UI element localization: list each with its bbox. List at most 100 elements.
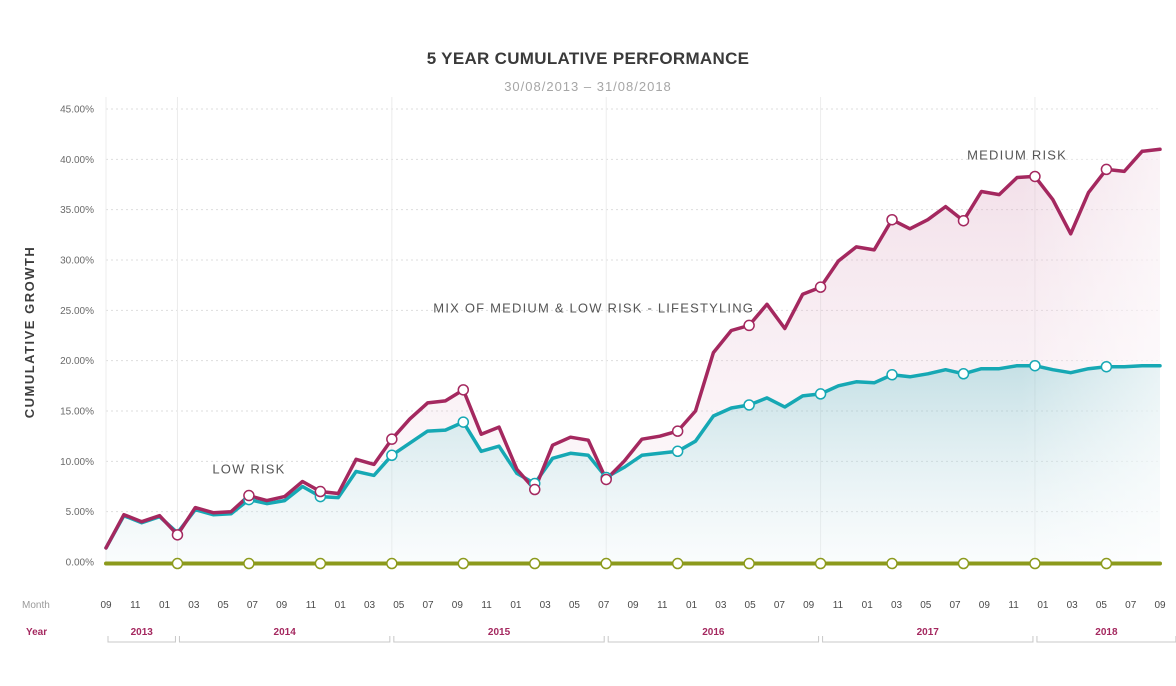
month-tick-label: 11 [481, 600, 492, 611]
marker-low-risk [671, 557, 684, 570]
month-tick-label: 09 [100, 600, 112, 611]
marker-low-risk [243, 557, 255, 570]
year-bracket [178, 636, 391, 643]
month-tick-label: 09 [803, 600, 815, 611]
month-tick-label: 11 [306, 600, 317, 611]
month-tick-label: 03 [364, 600, 376, 611]
marker-medium-risk [1029, 170, 1041, 183]
year-label: 2014 [274, 627, 297, 638]
month-tick-label: 03 [188, 600, 200, 611]
area-fade [1020, 109, 1160, 562]
month-tick-label: 01 [1037, 600, 1049, 611]
year-bracket [107, 636, 176, 643]
y-tick-label: 40.00% [60, 155, 94, 166]
month-tick-label: 01 [335, 600, 347, 611]
marker-medium-risk [886, 213, 898, 226]
month-tick-label: 09 [979, 600, 991, 611]
y-axis: 0.00% 5.00% 10.00% 15.00% 20.00% 25.00% 30.00%… [60, 105, 94, 569]
marker-low-risk [814, 557, 827, 570]
marker-mix-risk [886, 369, 898, 381]
y-tick-label: 30.00% [60, 256, 94, 267]
series-lines [104, 147, 1162, 566]
y-tick-label: 15.00% [60, 407, 94, 418]
area-medium-risk [106, 149, 1160, 548]
x-axis: 09 11 01 03 05 07 09 11 01 03 05 07 09 11 01 03 05 07 09 11… [100, 600, 1166, 611]
month-tick-label: 07 [422, 600, 434, 611]
marker-low-risk [600, 557, 612, 570]
marker-medium-risk [957, 214, 970, 227]
month-tick-label: 09 [276, 600, 288, 611]
month-row-label: Month [22, 600, 50, 611]
annotation-label: LOW RISK [212, 461, 285, 476]
marker-medium-risk [743, 319, 755, 332]
month-tick-label: 11 [833, 600, 844, 611]
marker-mix-risk [457, 416, 470, 428]
year-bracket [393, 636, 605, 643]
month-tick-label: 03 [715, 600, 727, 611]
chart-subtitle: 30/08/2013 – 31/08/2018 [504, 79, 672, 94]
annotations: MEDIUM RISK MIX OF MEDIUM & LOW RISK - LI… [212, 147, 1067, 476]
month-tick-label: 05 [393, 600, 405, 611]
y-tick-label: 25.00% [60, 306, 94, 317]
series-markers [171, 163, 1113, 570]
month-tick-label: 07 [598, 600, 610, 611]
marker-medium-risk [528, 483, 541, 496]
month-tick-label: 07 [949, 600, 961, 611]
month-tick-label: 03 [540, 600, 552, 611]
year-label: 2013 [131, 627, 154, 638]
marker-mix-risk [743, 399, 755, 411]
month-tick-label: 09 [627, 600, 639, 611]
y-axis-label: CUMULATIVE GROWTH [22, 246, 37, 419]
marker-medium-risk [814, 281, 827, 293]
year-bracket [822, 636, 1034, 643]
year-label: 2018 [1095, 627, 1118, 638]
month-tick-label: 05 [1096, 600, 1108, 611]
marker-low-risk [457, 557, 470, 570]
y-tick-label: 0.00% [66, 558, 94, 569]
annotation-label: MIX OF MEDIUM & LOW RISK - LIFESTYLING [433, 300, 754, 315]
month-tick-label: 01 [686, 600, 698, 611]
marker-mix-risk [1100, 360, 1113, 373]
month-tick-label: 05 [920, 600, 932, 611]
series-areas [106, 109, 1160, 562]
marker-mix-risk [386, 449, 398, 462]
month-tick-label: 11 [1008, 600, 1019, 611]
month-tick-label: 07 [774, 600, 786, 611]
marker-medium-risk [671, 425, 684, 437]
marker-medium-risk [314, 485, 327, 498]
line-medium-risk [104, 147, 1162, 550]
month-tick-label: 05 [218, 600, 230, 611]
month-tick-label: 03 [1067, 600, 1079, 611]
area-mix-risk [106, 365, 1160, 562]
marker-low-risk [1029, 557, 1041, 570]
marker-mix-risk [1029, 359, 1041, 372]
y-tick-label: 5.00% [66, 507, 94, 518]
marker-medium-risk [1100, 163, 1113, 176]
marker-medium-risk [386, 433, 398, 445]
marker-medium-risk [457, 384, 470, 396]
y-tick-label: 45.00% [60, 105, 94, 116]
marker-low-risk [743, 557, 755, 570]
y-tick-label: 20.00% [60, 356, 94, 367]
month-tick-label: 09 [452, 600, 464, 611]
marker-low-risk [886, 557, 898, 570]
y-tick-label: 35.00% [60, 205, 94, 216]
marker-low-risk [957, 557, 970, 570]
year-label: 2015 [488, 627, 511, 638]
marker-medium-risk [600, 473, 612, 486]
year-axis: 2013 2014 2015 2016 2017 2018 [107, 627, 1176, 643]
marker-low-risk [314, 557, 327, 570]
month-tick-label: 05 [569, 600, 581, 611]
month-tick-label: 01 [159, 600, 171, 611]
marker-medium-risk [171, 529, 184, 541]
month-tick-label: 09 [1154, 600, 1166, 611]
marker-low-risk [528, 557, 541, 570]
year-label: 2017 [917, 627, 940, 638]
month-tick-label: 01 [862, 600, 874, 611]
marker-mix-risk [814, 388, 827, 400]
annotation-label: MEDIUM RISK [967, 147, 1067, 162]
marker-mix-risk [671, 445, 684, 458]
month-tick-label: 11 [130, 600, 141, 611]
line-mix-risk [104, 363, 1162, 550]
